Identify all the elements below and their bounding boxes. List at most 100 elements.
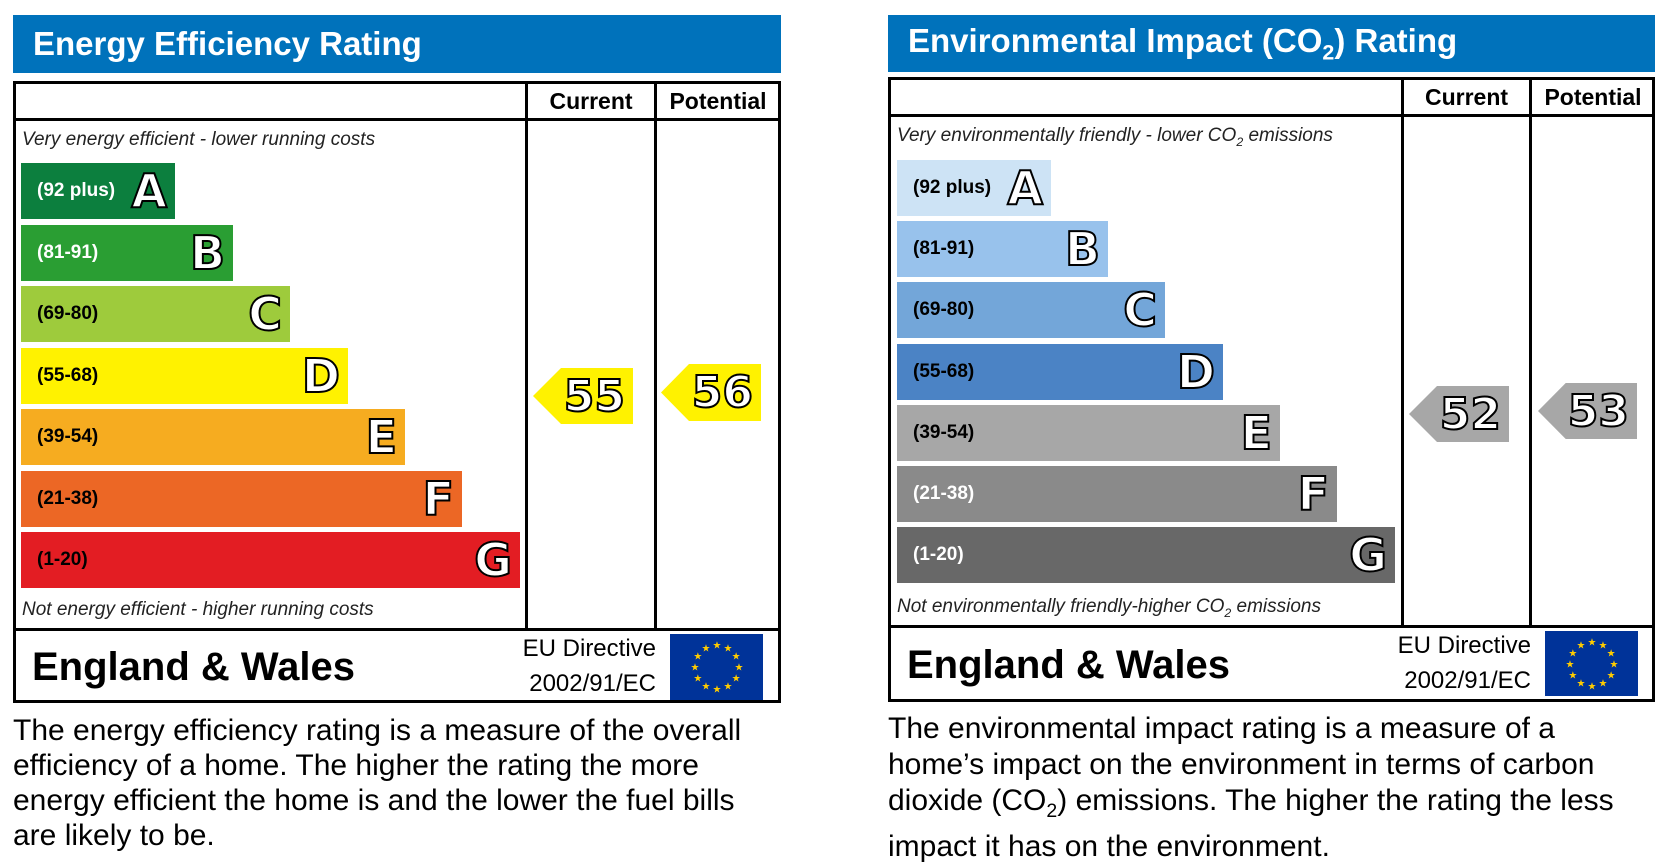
- top-note: Very energy efficient - lower running co…: [22, 129, 376, 150]
- bottom-note: Not energy efficient - higher running co…: [22, 599, 374, 620]
- band-a: (92 plus) A: [897, 160, 1051, 216]
- region-label: England & Wales: [907, 643, 1231, 687]
- band-b: (81-91) B: [21, 224, 233, 281]
- potential-rating-arrow: 56: [661, 364, 761, 421]
- potential-rating: 53: [1567, 385, 1630, 438]
- directive-line2: 2002/91/EC: [1404, 667, 1531, 694]
- band-range: (81-91): [37, 241, 99, 263]
- band-d: (55-68) D: [21, 347, 348, 404]
- energy-title-bar: Energy Efficiency Rating: [13, 15, 781, 73]
- svg-text:★: ★: [712, 685, 721, 696]
- environment-title-bar: Environmental Impact (CO2) Rating: [888, 15, 1655, 72]
- band-letter: G: [1348, 527, 1388, 583]
- band-c: (69-80) C: [21, 286, 290, 342]
- divider: [1529, 77, 1532, 627]
- band-letter: G: [473, 532, 513, 588]
- band-d: (55-68) D: [897, 343, 1223, 400]
- band-range: (92 plus): [913, 177, 992, 198]
- band-g: (1-20) G: [897, 527, 1395, 584]
- svg-text:★: ★: [731, 652, 740, 663]
- divider: [1401, 77, 1404, 627]
- environment-table: [888, 77, 1655, 702]
- svg-text:★: ★: [1576, 678, 1585, 689]
- band-letter: F: [422, 471, 455, 527]
- directive-label: EU Directive 2002/91/EC: [470, 631, 656, 701]
- environment-title: Environmental Impact (CO2) Rating: [908, 21, 1458, 65]
- band-range: (39-54): [37, 426, 99, 447]
- band-range: (69-80): [37, 303, 99, 324]
- svg-text:★: ★: [693, 652, 702, 663]
- svg-text:★: ★: [1568, 670, 1577, 681]
- band-c: (69-80) C: [897, 282, 1165, 339]
- band-g: (1-20) G: [21, 532, 520, 588]
- energy-table: [13, 81, 781, 703]
- band-letter: D: [1176, 344, 1216, 400]
- band-range: (55-68): [913, 360, 975, 382]
- energy-description: The energy efficiency rating is a measur…: [13, 714, 742, 852]
- svg-text:★: ★: [693, 674, 702, 685]
- band-letter: B: [189, 225, 226, 281]
- svg-text:★: ★: [1606, 648, 1615, 659]
- band-letter: C: [1122, 282, 1158, 338]
- band-letter: A: [1006, 160, 1044, 216]
- divider: [888, 625, 1655, 628]
- divider: [13, 118, 781, 121]
- potential-header: Potential: [1544, 84, 1642, 110]
- divider: [654, 81, 657, 630]
- svg-text:★: ★: [1609, 659, 1618, 670]
- svg-text:★: ★: [1568, 648, 1577, 659]
- band-range: (92 plus): [37, 180, 116, 201]
- svg-text:★: ★: [734, 663, 743, 674]
- band-letter: E: [365, 409, 398, 465]
- band-range: (21-38): [37, 487, 99, 509]
- svg-text:★: ★: [701, 682, 710, 693]
- band-letter: B: [1064, 221, 1101, 277]
- top-note: Very environmentally friendly - lower CO…: [897, 125, 1333, 149]
- bottom-note: Not environmentally friendly-higher CO2 …: [897, 596, 1321, 620]
- band-e: (39-54) E: [897, 404, 1280, 461]
- divider: [888, 114, 1655, 117]
- current-rating: 52: [1439, 388, 1502, 441]
- band-range: (55-68): [37, 364, 99, 386]
- band-letter: C: [247, 286, 283, 342]
- band-range: (1-20): [913, 544, 964, 566]
- divider: [525, 81, 528, 630]
- directive-line1: EU Directive: [1397, 632, 1531, 659]
- current-rating: 55: [563, 370, 626, 423]
- band-range: (21-38): [913, 483, 975, 504]
- potential-header: Potential: [669, 88, 767, 114]
- divider: [13, 628, 781, 631]
- eu-flag-icon: ★ ★ ★ ★ ★ ★ ★ ★ ★ ★ ★ ★: [670, 634, 763, 700]
- svg-text:★: ★: [723, 643, 732, 654]
- eu-flag-icon: ★ ★ ★ ★ ★ ★ ★ ★ ★ ★ ★ ★: [1545, 631, 1638, 696]
- band-letter: D: [301, 348, 341, 404]
- current-header: Current: [1424, 84, 1509, 110]
- svg-text:★: ★: [1587, 637, 1596, 648]
- band-a: (92 plus) A: [21, 163, 175, 219]
- directive-label: EU Directive 2002/91/EC: [1345, 628, 1531, 698]
- svg-text:★: ★: [1606, 670, 1615, 681]
- svg-text:★: ★: [731, 674, 740, 685]
- band-e: (39-54) E: [21, 409, 405, 465]
- svg-text:★: ★: [1598, 678, 1607, 689]
- band-letter: A: [130, 163, 168, 219]
- energy-title: Energy Efficiency Rating: [33, 25, 422, 62]
- svg-text:★: ★: [1565, 659, 1574, 670]
- band-b: (81-91) B: [897, 221, 1108, 278]
- band-range: (81-91): [913, 238, 975, 260]
- svg-text:★: ★: [1576, 640, 1585, 651]
- band-letter: E: [1240, 405, 1273, 461]
- directive-line1: EU Directive: [522, 635, 656, 662]
- potential-rating: 56: [691, 366, 754, 419]
- svg-text:★: ★: [1598, 640, 1607, 651]
- band-f: (21-38) F: [21, 470, 462, 527]
- svg-text:★: ★: [1587, 681, 1596, 692]
- current-header: Current: [549, 88, 633, 114]
- band-letter: F: [1297, 466, 1330, 522]
- svg-text:★: ★: [712, 641, 721, 652]
- band-range: (69-80): [913, 299, 975, 321]
- directive-line2: 2002/91/EC: [529, 670, 656, 697]
- svg-text:★: ★: [690, 663, 699, 674]
- band-range: (1-20): [37, 549, 88, 570]
- region-label: England & Wales: [32, 645, 356, 689]
